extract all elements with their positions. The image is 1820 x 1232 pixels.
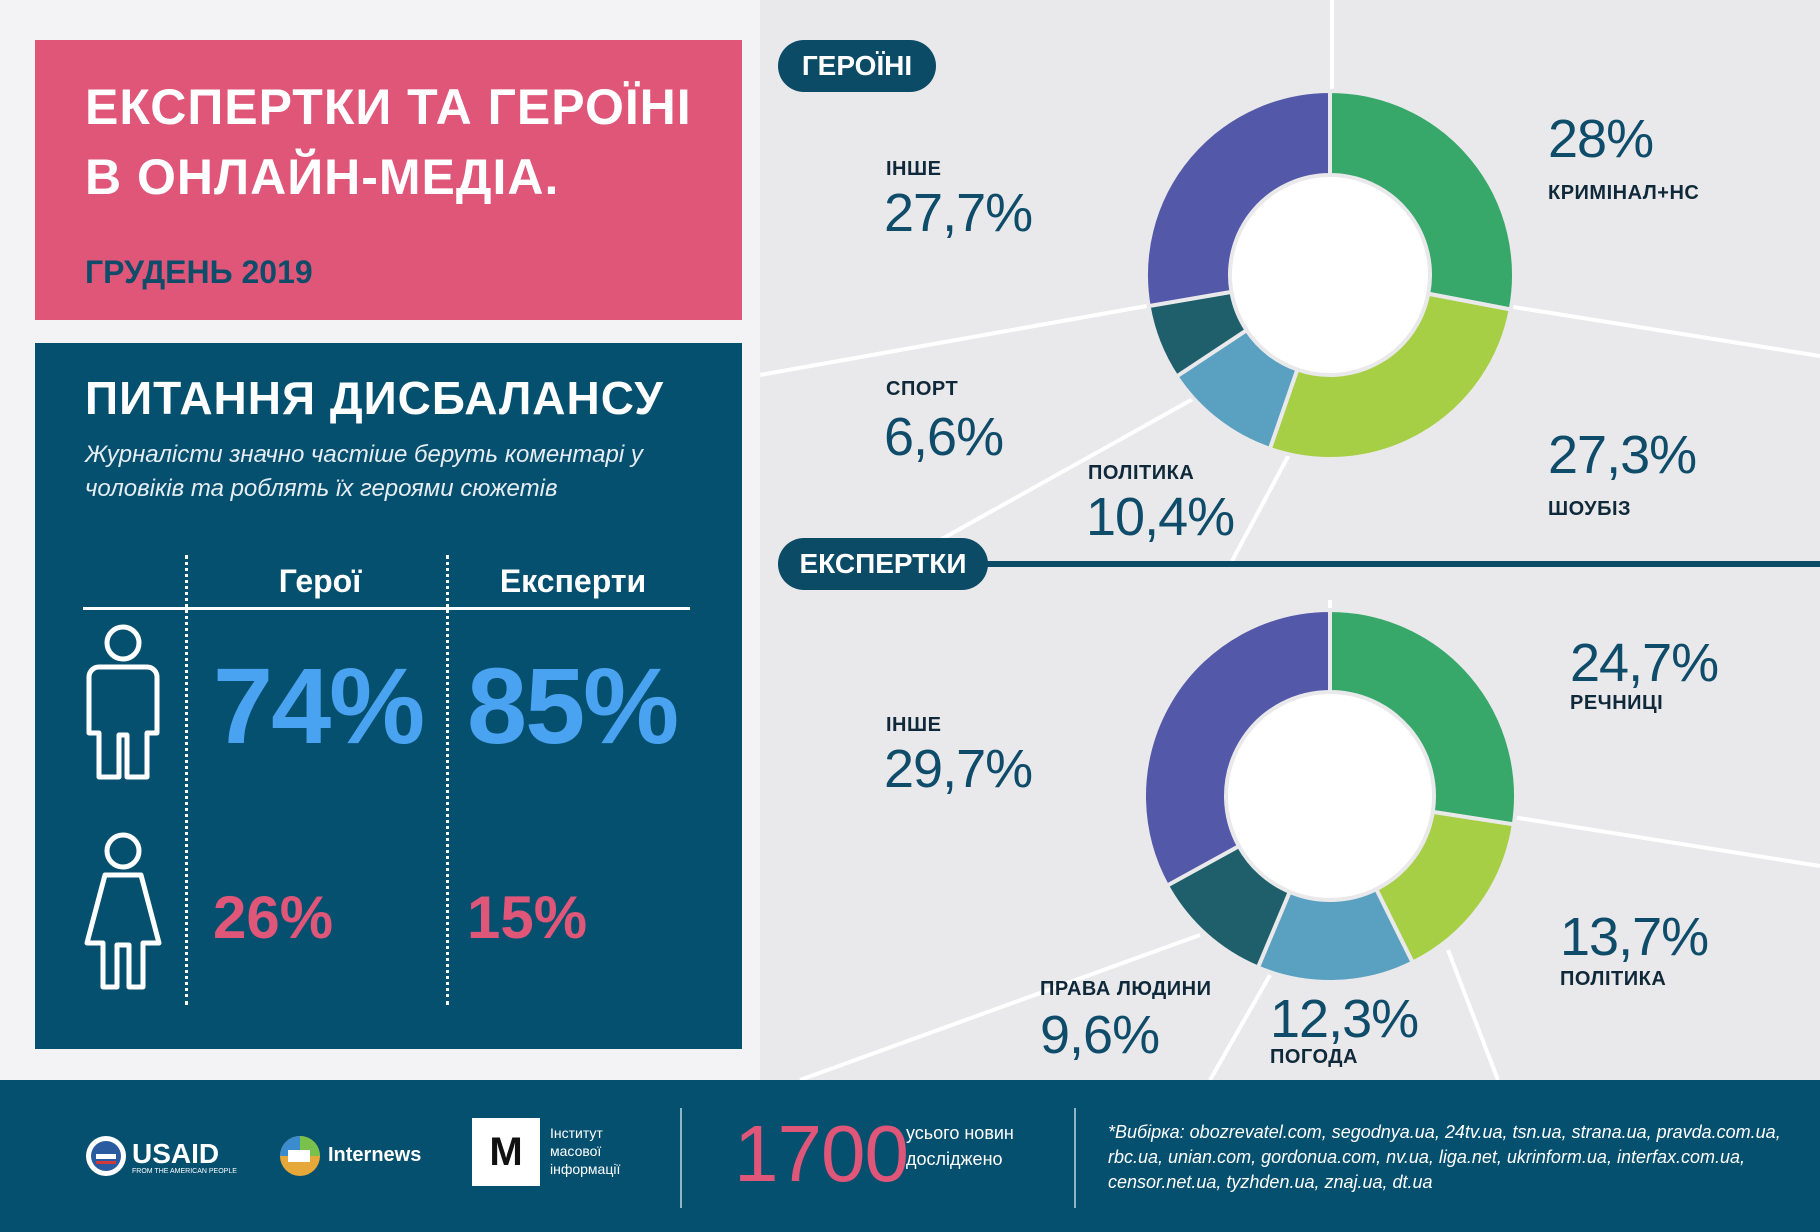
column-heroes-heading: Герої — [278, 563, 362, 599]
imbalance-description: Журналісти значно частіше беруть комента… — [85, 441, 643, 502]
woman-icon — [84, 832, 162, 990]
heroines-other-label: ІНШЕ — [886, 158, 942, 180]
experts-label: ЕКСПЕРТКИ — [778, 538, 988, 590]
usaid-logo-text: USAID — [132, 1138, 220, 1169]
title-box: ЕКСПЕРТКИ ТА ГЕРОЇНІ В ОНЛАЙН-МЕДІА. ГРУ… — [35, 40, 742, 320]
heroines-label: ГЕРОЇНІ — [778, 40, 936, 92]
title-line-1: ЕКСПЕРТКИ ТА ГЕРОЇНІ — [85, 79, 692, 135]
column-divider — [185, 555, 188, 1005]
men-heroes-percent: 74% — [213, 645, 425, 766]
imbalance-box: ПИТАННЯ ДИСБАЛАНСУ Журналісти значно час… — [35, 343, 742, 1049]
internews-logo-text: Internews — [328, 1144, 422, 1166]
title-date: ГРУДЕНЬ 2019 — [85, 254, 313, 290]
imi-logo-text: Інститут масової інформації — [550, 1124, 620, 1178]
women-experts-percent: 15% — [467, 884, 588, 951]
sources-list: *Вибірка: obozrevatel.com, segodnya.ua, … — [1108, 1122, 1781, 1192]
imi-line-2: масової — [550, 1143, 602, 1159]
heroines-crime-label: КРИМІНАЛ+НС — [1548, 182, 1700, 204]
imbalance-title: ПИТАННЯ ДИСБАЛАНСУ — [85, 372, 664, 424]
experts-spokespersons-value: 24,7% — [1570, 633, 1719, 693]
experts-weather-value: 12,3% — [1270, 989, 1419, 1049]
heroines-politics-label: ПОЛІТИКА — [1088, 462, 1195, 484]
man-icon — [86, 624, 160, 780]
imi-line-1: Інститут — [550, 1125, 603, 1141]
heroines-showbiz-value: 27,3% — [1548, 425, 1697, 485]
heroines-sport-value: 6,6% — [884, 407, 1004, 467]
news-count: 1700 — [734, 1109, 909, 1198]
experts-donut-chart — [1142, 607, 1518, 984]
donut-slice-4 — [1144, 88, 1332, 309]
experts-other-label: ІНШЕ — [886, 714, 942, 736]
footer-divider — [680, 1108, 682, 1208]
men-experts-percent: 85% — [467, 645, 679, 766]
experts-spokespersons-label: РЕЧНИЦІ — [1570, 692, 1664, 714]
heroines-sport-label: СПОРТ — [886, 378, 959, 400]
experts-politics-label: ПОЛІТИКА — [1560, 968, 1667, 990]
column-divider — [446, 555, 449, 1005]
footer: USAID FROM THE AMERICAN PEOPLE Internews… — [0, 1080, 1820, 1232]
donut-hole — [1232, 177, 1428, 373]
donut-slice-4 — [1142, 607, 1332, 889]
usaid-seal-icon — [86, 1136, 126, 1176]
column-experts-heading: Експерти — [499, 563, 647, 599]
heading-underline — [83, 607, 690, 610]
radial-lines — [760, 0, 1820, 1080]
experts-human-rights-value: 9,6% — [1040, 1005, 1160, 1065]
heroines-other-value: 27,7% — [884, 183, 1033, 243]
imi-line-3: інформації — [550, 1161, 621, 1177]
experts-other-value: 29,7% — [884, 739, 1033, 799]
internews-globe-icon — [280, 1136, 320, 1176]
experts-human-rights-label: ПРАВА ЛЮДИНИ — [1040, 978, 1212, 1000]
footer-divider — [1074, 1108, 1076, 1208]
women-heroes-percent: 26% — [213, 884, 334, 951]
title-line-2: В ОНЛАЙН-МЕДІА. — [85, 149, 560, 205]
donut-slice-0 — [1328, 607, 1518, 827]
donut-hole — [1228, 694, 1432, 898]
experts-politics-value: 13,7% — [1560, 907, 1709, 967]
usaid-logo-subtext: FROM THE AMERICAN PEOPLE — [132, 1168, 237, 1175]
imi-logo-letter: М — [489, 1129, 523, 1174]
donut-slice-1 — [1267, 291, 1514, 461]
donut-slice-0 — [1328, 88, 1516, 312]
imi-logo: М — [472, 1118, 540, 1186]
section-divider — [980, 561, 1820, 567]
heroines-politics-value: 10,4% — [1086, 487, 1235, 547]
heroines-showbiz-label: ШОУБІЗ — [1548, 498, 1632, 520]
news-count-label: усього новин досліджено — [906, 1123, 1014, 1169]
heroines-donut-chart — [1144, 88, 1516, 461]
heroines-crime-value: 28% — [1548, 109, 1654, 169]
experts-weather-label: ПОГОДА — [1270, 1046, 1358, 1068]
